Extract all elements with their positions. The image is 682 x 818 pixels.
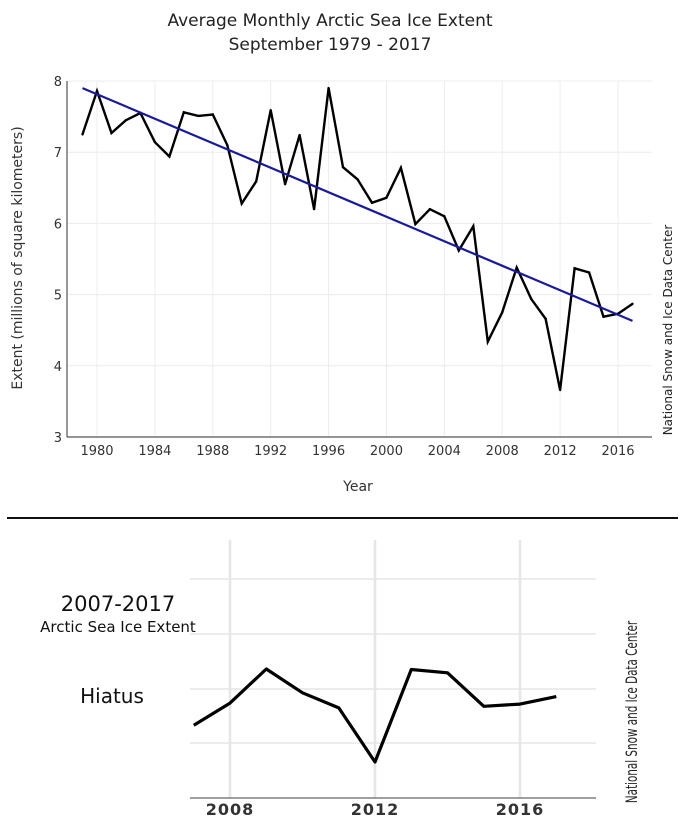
y-axis-label: Extent (millions of square kilometers) <box>10 126 26 389</box>
data-point <box>168 155 171 158</box>
data-point <box>370 201 374 204</box>
x-tick-label: 2012 <box>351 800 400 818</box>
bottom-chart-subtitle: Arctic Sea Ice Extent <box>40 618 196 636</box>
data-point <box>197 114 200 118</box>
extent-series-line <box>81 87 634 391</box>
y-tick-label: 4 <box>54 360 62 375</box>
bottom-gridlines <box>190 540 596 798</box>
data-point <box>110 131 113 135</box>
hiatus-annotation: Hiatus <box>80 684 144 708</box>
x-tick-labels: 1980 1984 1988 1992 1996 2000 2004 2008 2012 2016 <box>80 444 634 459</box>
data-point <box>385 196 388 199</box>
data-point <box>124 118 128 122</box>
bottom-credit-label: National Snow and Ice Data Center <box>623 621 642 804</box>
x-tick-label: 1996 <box>312 444 345 459</box>
y-tick-labels: 3 4 5 6 7 8 <box>54 75 62 446</box>
x-tick-label: 1980 <box>80 444 113 459</box>
data-point <box>226 143 229 147</box>
data-point <box>95 89 99 93</box>
data-point <box>573 267 576 270</box>
x-tick-label: 1988 <box>196 444 229 459</box>
top-credit-label: National Snow and Ice Data Center <box>661 225 675 436</box>
data-point <box>457 249 461 252</box>
data-point <box>631 302 634 306</box>
trend-line <box>82 87 633 322</box>
data-point <box>327 86 330 90</box>
x-tick-label: 2016 <box>601 444 634 459</box>
data-point <box>298 133 301 137</box>
x-tick-label: 2008 <box>206 800 255 818</box>
data-point <box>283 183 287 186</box>
extent-series-line <box>192 667 557 764</box>
data-point <box>529 297 533 301</box>
data-point <box>399 166 403 170</box>
data-point <box>269 108 272 112</box>
data-point <box>211 113 214 116</box>
data-point <box>312 207 316 211</box>
y-tick-label: 7 <box>54 146 62 161</box>
y-tick-label: 3 <box>54 431 62 446</box>
data-point <box>341 165 345 169</box>
data-point <box>558 388 562 392</box>
x-tick-label: 1984 <box>138 444 171 459</box>
data-point <box>443 215 446 218</box>
data-point <box>356 178 359 181</box>
data-point <box>515 266 518 269</box>
data-point <box>501 311 504 314</box>
data-point <box>153 141 157 144</box>
x-tick-label: 1992 <box>254 444 287 459</box>
data-point <box>602 315 605 318</box>
bottom-x-tick-labels: 2008 2012 2016 <box>206 800 545 818</box>
x-tick-label: 2004 <box>428 444 461 459</box>
y-tick-label: 8 <box>54 75 62 90</box>
data-point <box>587 271 591 274</box>
data-point <box>240 202 243 205</box>
data-point <box>81 133 84 136</box>
x-tick-label: 2008 <box>486 444 519 459</box>
data-point <box>486 340 489 343</box>
data-point <box>254 180 258 183</box>
bottom-series-group <box>192 667 557 764</box>
x-axis-label: Year <box>342 479 373 495</box>
y-tick-label: 5 <box>54 289 62 304</box>
data-point <box>472 225 475 228</box>
x-tick-label: 2012 <box>544 444 577 459</box>
top-gridlines <box>67 80 652 437</box>
top-chart-subtitle: September 1979 - 2017 <box>229 35 432 55</box>
data-point <box>182 111 186 114</box>
data-point <box>414 222 417 226</box>
bottom-chart-title: 2007-2017 <box>61 592 175 616</box>
data-point <box>544 317 547 321</box>
top-series-group <box>81 86 634 392</box>
y-tick-label: 6 <box>54 217 62 232</box>
top-chart-title: Average Monthly Arctic Sea Ice Extent <box>167 11 492 31</box>
x-tick-label: 2016 <box>496 800 545 818</box>
data-point <box>428 207 432 211</box>
x-tick-label: 2000 <box>370 444 403 459</box>
